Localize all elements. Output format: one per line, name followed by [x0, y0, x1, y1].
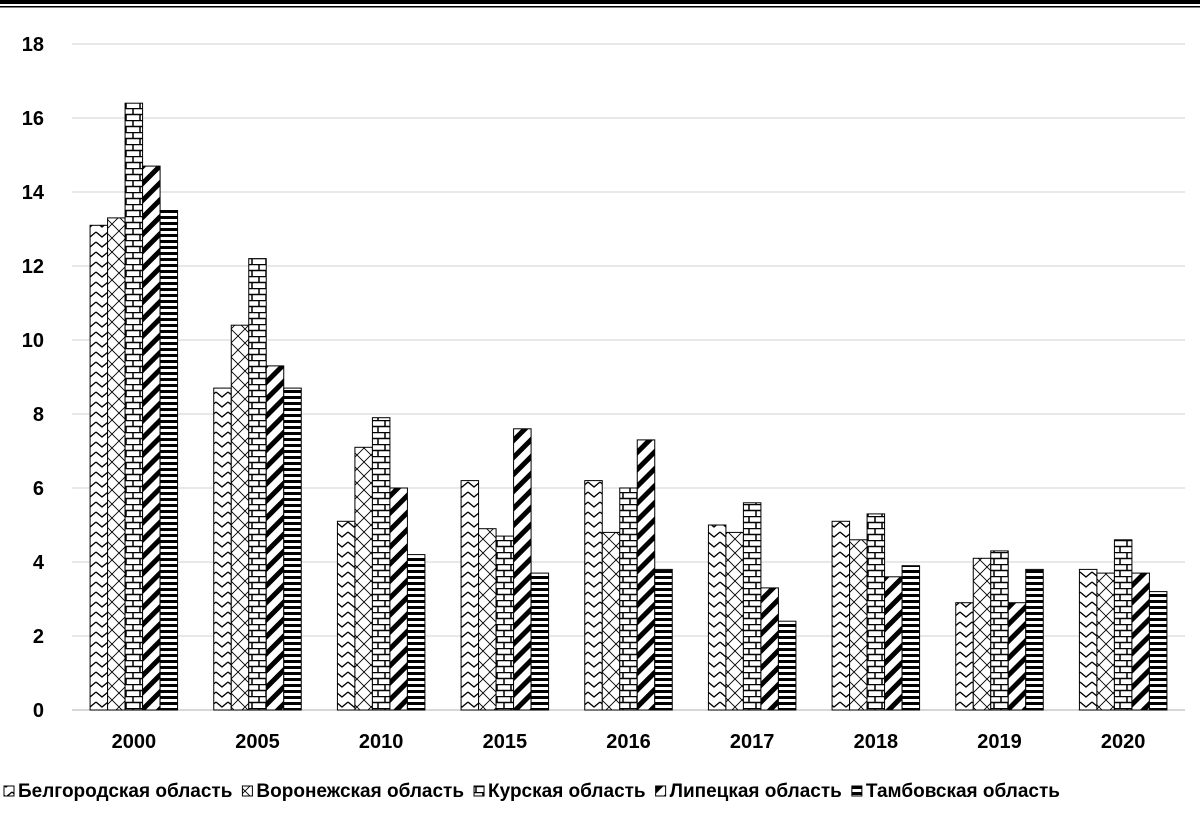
- bar: [990, 550, 1009, 711]
- y-tick-label: 0: [33, 700, 44, 722]
- bar: [265, 365, 285, 711]
- y-tick-label: 2: [33, 626, 44, 648]
- bar: [884, 576, 903, 711]
- bar: [530, 572, 550, 711]
- bars: [89, 102, 1168, 711]
- bar: [1096, 572, 1115, 711]
- bar: [849, 539, 868, 711]
- bar: [584, 480, 603, 711]
- bar: [707, 524, 727, 711]
- bar: [124, 102, 144, 711]
- legend-swatch: [3, 785, 15, 797]
- y-tick-label: 6: [33, 478, 44, 500]
- bar: [513, 428, 532, 711]
- bar: [1148, 591, 1168, 711]
- bar: [619, 487, 638, 711]
- bar: [495, 535, 515, 711]
- y-tick-label: 10: [22, 330, 44, 352]
- legend-label: Белгородская область: [18, 781, 232, 802]
- bar: [1113, 539, 1133, 711]
- bar: [1007, 602, 1027, 711]
- legend-label: Воронежская область: [256, 781, 464, 802]
- bar: [354, 446, 373, 711]
- x-tick-label: 2016: [606, 731, 651, 753]
- x-tick-label: 2010: [359, 731, 404, 753]
- legend-swatch: [241, 785, 253, 797]
- bar: [478, 528, 497, 711]
- bar: [460, 480, 480, 711]
- y-axis-ticks: 0 2 4 6 8 10 12 14 16 18: [22, 34, 45, 722]
- y-tick-label: 14: [22, 182, 45, 204]
- bar: [777, 620, 797, 711]
- x-axis-ticks: 2000 2005 2010 2015 2016 2017 2018 2019 2020: [112, 731, 1146, 753]
- bar: [601, 531, 621, 711]
- y-tick-label: 16: [22, 108, 44, 130]
- bar: [654, 568, 673, 711]
- bar: [389, 487, 408, 711]
- bar: [283, 387, 302, 711]
- bar: [955, 602, 974, 711]
- legend-label: Липецкая область: [670, 781, 842, 802]
- x-tick-label: 2015: [483, 731, 528, 753]
- bar: [107, 217, 126, 711]
- y-tick-label: 12: [22, 256, 44, 278]
- y-tick-label: 8: [33, 404, 44, 426]
- bar: [972, 557, 992, 711]
- bar: [1025, 568, 1044, 711]
- legend: Белгородская область Воронежская область К…: [3, 781, 1060, 802]
- bar: [142, 165, 161, 711]
- bar: [248, 258, 267, 711]
- bar: [831, 520, 851, 711]
- y-tick-label: 4: [33, 552, 45, 574]
- legend-label: Тамбовская область: [866, 781, 1060, 802]
- bar: [866, 513, 886, 711]
- page-top-rule-thin: [0, 6, 1200, 8]
- x-tick-label: 2017: [730, 731, 775, 753]
- bar: [230, 324, 250, 711]
- x-tick-label: 2020: [1101, 731, 1146, 753]
- bar: [371, 417, 391, 711]
- legend-label: Курская область: [488, 781, 646, 802]
- bar: [725, 531, 744, 711]
- bar: [1131, 572, 1150, 711]
- bar: [760, 587, 779, 711]
- legend-swatch: [851, 785, 863, 797]
- bar: [406, 554, 426, 711]
- x-tick-label: 2018: [854, 731, 899, 753]
- x-tick-label: 2019: [977, 731, 1022, 753]
- bar: [89, 224, 109, 711]
- legend-swatch: [473, 785, 485, 797]
- x-tick-label: 2005: [235, 731, 280, 753]
- bar: [213, 387, 232, 711]
- y-tick-label: 18: [22, 34, 44, 56]
- bar: [159, 210, 179, 711]
- x-tick-label: 2000: [112, 731, 157, 753]
- bar: [636, 439, 656, 711]
- legend-swatch: [655, 785, 667, 797]
- bar: [742, 502, 762, 711]
- bar: [1078, 568, 1098, 711]
- page-top-rule-thick: [0, 0, 1200, 4]
- bar: [336, 520, 356, 711]
- bar: [901, 565, 921, 711]
